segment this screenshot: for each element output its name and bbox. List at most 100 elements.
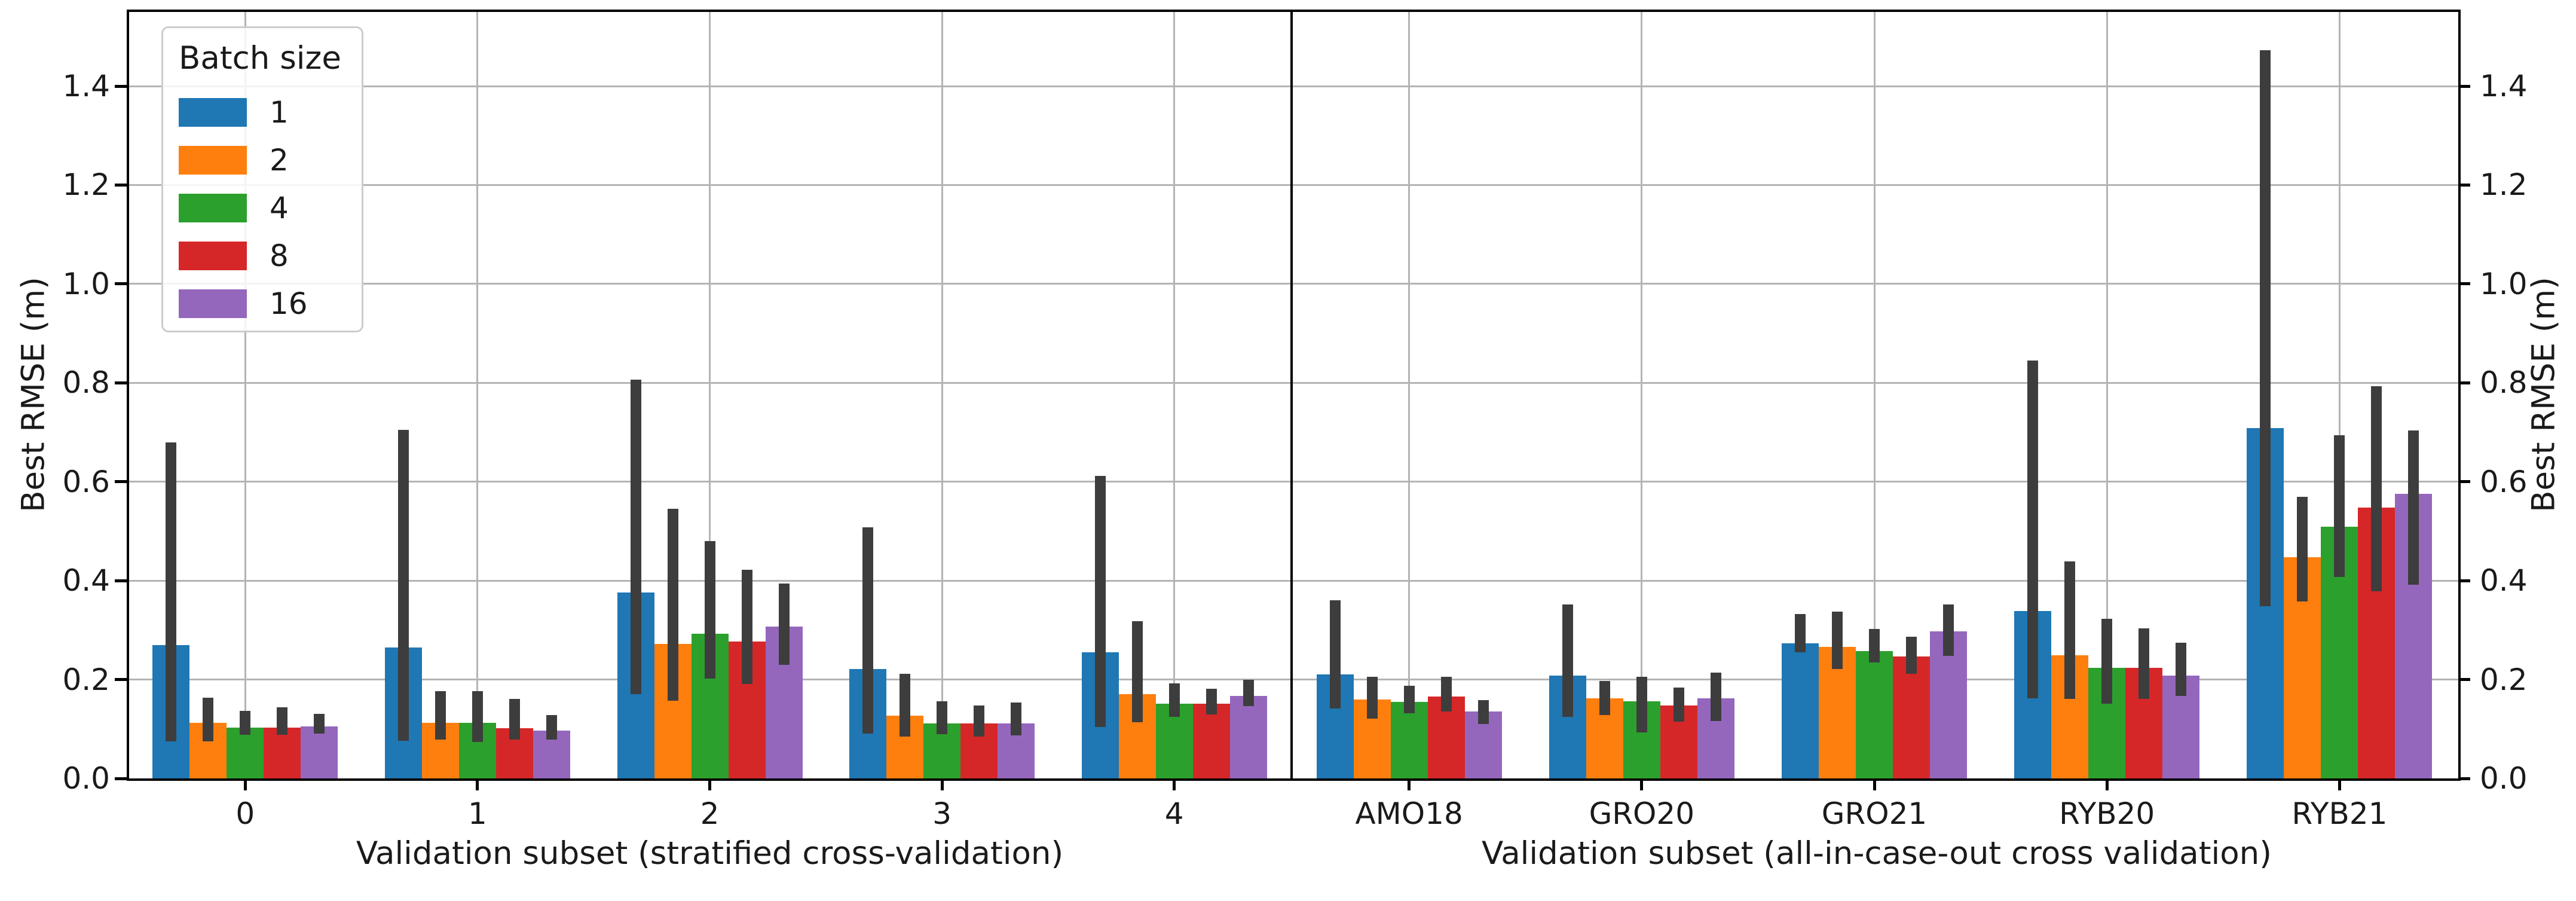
x-axis-label-left: Validation subset (stratified cross-vali…	[356, 835, 1064, 872]
legend: Batch size 1 2 4 8 16	[161, 26, 363, 332]
y-axis-label-right: Best RMSE (m)	[2525, 277, 2562, 512]
y-tick-label-right-1.4: 1.4	[2480, 69, 2528, 104]
x-tick-RYB20	[2105, 778, 2109, 790]
legend-title: Batch size	[179, 40, 341, 77]
error-bar-batch1-GRO20	[1562, 604, 1573, 717]
x-axis-label-right: Validation subset (all-in-case-out cross…	[1482, 835, 2272, 872]
legend-item-8: 8	[179, 241, 341, 271]
legend-swatch-2	[179, 146, 247, 175]
legend-swatch-16	[179, 289, 247, 318]
gridline-y-0.8	[1293, 381, 2458, 384]
gridline-x-4	[1173, 12, 1176, 778]
gridline-x-0	[244, 12, 246, 778]
error-bar-batch4-GRO21	[1869, 629, 1880, 663]
error-bar-batch2-0	[203, 698, 214, 741]
bar-batch8-GRO21	[1893, 656, 1930, 778]
legend-item-label-1: 1	[270, 95, 289, 130]
x-tick-label-3: 3	[932, 796, 952, 831]
gridline-y-0.6	[1293, 481, 2458, 483]
bar-batch16-4	[1229, 695, 1267, 778]
bar-batch8-0	[264, 727, 301, 778]
legend-items: 1 2 4 8 16	[179, 97, 341, 319]
y-tick-right-0.8	[2458, 381, 2470, 384]
gridline-y-1.0	[1293, 283, 2458, 285]
error-bar-batch2-RYB21	[2297, 497, 2308, 601]
x-tick-1	[476, 778, 479, 790]
y-tick-label-left-0.8: 0.8	[62, 365, 110, 401]
x-tick-GRO20	[1640, 778, 1644, 790]
error-bar-batch16-RYB20	[2176, 643, 2187, 696]
y-tick-left-0.2	[115, 678, 127, 682]
error-bar-batch8-GRO20	[1673, 687, 1684, 722]
error-bar-batch1-4	[1094, 475, 1106, 727]
error-bar-batch1-0	[166, 442, 177, 741]
y-tick-label-right-0.6: 0.6	[2480, 464, 2528, 499]
gridline-x-GRO21	[1873, 12, 1876, 778]
error-bar-batch16-3	[1011, 703, 1022, 736]
legend-item-label-2: 2	[270, 143, 289, 178]
x-tick-2	[708, 778, 711, 790]
error-bar-batch16-GRO21	[1943, 604, 1954, 656]
error-bar-batch1-RYB20	[2027, 361, 2039, 698]
gridline-x-AMO18	[1408, 12, 1411, 778]
gridline-y-0.4	[1293, 579, 2458, 582]
error-bar-batch1-GRO21	[1795, 614, 1806, 653]
error-bar-batch4-4	[1168, 683, 1180, 717]
error-bar-batch2-1	[435, 691, 446, 740]
gridline-x-RYB21	[2338, 12, 2341, 778]
gridline-x-2	[709, 12, 711, 778]
error-bar-batch1-2	[630, 379, 641, 695]
gridline-x-RYB20	[2106, 12, 2108, 778]
y-tick-left-1.2	[115, 183, 127, 187]
error-bar-batch2-GRO21	[1832, 612, 1843, 670]
gridline-y-1.4	[1293, 85, 2458, 87]
subplot-left: Batch size 1 2 4 8 16 0 1 2 3 4	[115, 10, 1293, 831]
error-bar-batch2-3	[900, 673, 911, 737]
y-tick-label-right-0.0: 0.0	[2480, 761, 2528, 796]
y-tick-label-left-0.6: 0.6	[62, 464, 110, 499]
error-bar-batch2-4	[1131, 621, 1143, 722]
error-bar-batch4-0	[240, 710, 251, 735]
y-tick-label-left-0.0: 0.0	[62, 761, 110, 796]
error-bar-batch16-0	[314, 713, 325, 734]
error-bar-batch4-AMO18	[1403, 685, 1415, 713]
error-bar-batch8-3	[974, 705, 985, 737]
y-tick-label-right-0.4: 0.4	[2480, 563, 2528, 598]
error-bar-batch16-1	[546, 715, 557, 740]
y-tick-label-left-0.4: 0.4	[62, 563, 110, 598]
gridline-x-1	[476, 12, 479, 778]
error-bar-batch16-AMO18	[1477, 700, 1489, 724]
error-bar-batch4-RYB21	[2334, 435, 2345, 577]
y-tick-left-1.4	[115, 84, 127, 88]
bar-batch4-AMO18	[1390, 701, 1428, 778]
x-tick-0	[243, 778, 247, 790]
error-bar-batch2-RYB20	[2064, 561, 2076, 699]
x-tick-label-2: 2	[700, 796, 720, 831]
y-tick-left-0.8	[115, 381, 127, 384]
legend-item-label-4: 4	[270, 191, 289, 225]
error-bar-batch1-1	[397, 429, 409, 741]
x-tick-label-4: 4	[1164, 796, 1184, 831]
gridline-x-GRO20	[1641, 12, 1643, 778]
bar-batch8-4	[1192, 704, 1230, 778]
error-bar-batch4-1	[472, 691, 483, 742]
y-tick-label-right-0.2: 0.2	[2480, 662, 2528, 697]
legend-item-label-8: 8	[270, 239, 289, 273]
y-tick-label-left-1.0: 1.0	[62, 266, 110, 301]
error-bar-batch8-0	[277, 707, 288, 735]
error-bar-batch4-2	[704, 540, 715, 679]
bar-batch16-0	[301, 726, 338, 778]
y-tick-left-1.0	[115, 282, 127, 286]
x-tick-label-AMO18: AMO18	[1355, 796, 1463, 831]
bar-batch1-GRO21	[1782, 643, 1819, 778]
x-tick-label-1: 1	[467, 796, 487, 831]
gridline-y-1.2	[1293, 184, 2458, 186]
y-tick-right-1.0	[2458, 282, 2470, 286]
error-bar-batch2-2	[667, 509, 678, 701]
subplot-right: AMO18 GRO20 GRO21 RYB20 RYB21	[1293, 10, 2470, 831]
error-bar-batch8-GRO21	[1906, 637, 1917, 674]
error-bar-batch1-RYB21	[2260, 50, 2271, 607]
y-tick-right-0.2	[2458, 678, 2470, 682]
x-tick-label-GRO21: GRO21	[1821, 796, 1928, 831]
